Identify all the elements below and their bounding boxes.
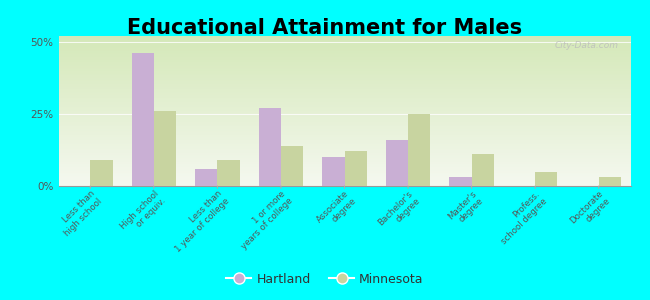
Bar — [259, 108, 281, 186]
Bar — [195, 169, 217, 186]
Bar — [217, 160, 240, 186]
Text: City-Data.com: City-Data.com — [555, 40, 619, 50]
Text: Doctorate
degree: Doctorate degree — [569, 189, 612, 233]
Bar — [90, 160, 112, 186]
Bar — [472, 154, 494, 186]
Bar — [131, 53, 154, 186]
Bar — [154, 111, 176, 186]
Bar — [344, 152, 367, 186]
Text: Bachelor's
degree: Bachelor's degree — [376, 189, 422, 235]
Text: High school
or equiv.: High school or equiv. — [118, 189, 168, 238]
Bar — [535, 172, 558, 186]
Text: Profess.
school degree: Profess. school degree — [492, 189, 549, 246]
Legend: Hartland, Minnesota: Hartland, Minnesota — [221, 268, 429, 291]
Bar — [322, 157, 344, 186]
Text: Associate
degree: Associate degree — [315, 189, 358, 232]
Text: Less than
1 year of college: Less than 1 year of college — [166, 189, 231, 254]
Bar — [408, 114, 430, 186]
Bar — [281, 146, 303, 186]
Bar — [386, 140, 408, 186]
Text: 1 or more
years of college: 1 or more years of college — [233, 189, 294, 251]
Text: Less than
high school: Less than high school — [55, 189, 104, 238]
Bar — [449, 177, 472, 186]
Text: Master's
degree: Master's degree — [446, 189, 486, 229]
Bar — [599, 177, 621, 186]
Text: Educational Attainment for Males: Educational Attainment for Males — [127, 18, 523, 38]
